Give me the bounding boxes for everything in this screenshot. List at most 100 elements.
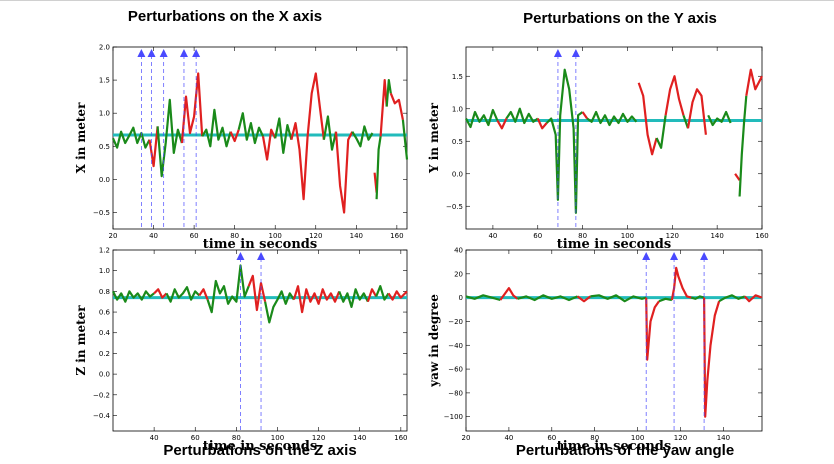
series-line-red — [198, 288, 209, 301]
perturbation-marker-icon — [257, 252, 266, 260]
y-tick-label: 1.5 — [99, 77, 110, 85]
series-line-green — [375, 285, 390, 301]
perturbation-marker-icon — [147, 49, 156, 57]
y-tick-label: 0 — [459, 294, 463, 302]
series-line-red — [292, 285, 341, 314]
x-tick-label: 140 — [710, 232, 723, 240]
x-tick-label: 40 — [488, 232, 497, 240]
chart-title-yaw: Perturbations of the yaw angle — [515, 442, 735, 459]
x-tick-label: 40 — [149, 232, 158, 240]
series-line-red — [229, 129, 240, 143]
x-axis-label: time in seconds — [203, 237, 317, 252]
y-tick-label: 40 — [454, 247, 463, 255]
x-tick-label: 60 — [190, 232, 199, 240]
series-line-red — [389, 92, 404, 121]
series-line-green — [707, 110, 732, 127]
plot-frame — [112, 46, 408, 230]
perturbation-marker-icon — [236, 252, 245, 260]
series-line-red — [581, 111, 589, 120]
series-line-green — [111, 126, 151, 149]
x-tick-label: 100 — [631, 434, 644, 442]
series-line-green — [401, 119, 409, 160]
series-line-green — [165, 286, 201, 303]
y-tick-label: −0.2 — [93, 391, 110, 399]
x-tick-label: 120 — [666, 232, 679, 240]
x-axis-label: time in seconds — [557, 439, 671, 454]
series-line-red — [743, 294, 763, 303]
y-tick-label: 1.0 — [99, 110, 110, 118]
series-line-green — [351, 125, 374, 148]
chart-title-y: Perturbations on the Y axis — [523, 10, 717, 27]
series-line-green — [156, 98, 183, 178]
series-line-red — [247, 274, 267, 312]
y-tick-label: −20 — [448, 318, 463, 326]
series-line-red — [366, 288, 378, 303]
y-tick-label: 1.2 — [99, 247, 110, 255]
series-line-green — [545, 68, 584, 214]
y-tick-label: 0.8 — [99, 288, 110, 296]
series-line-red — [734, 173, 741, 181]
y-tick-label: −40 — [448, 342, 463, 350]
series-line-green — [375, 136, 382, 200]
series-line-red — [499, 287, 519, 301]
series-line-green — [690, 295, 705, 300]
y-axis-label: yaw in degree — [427, 294, 441, 388]
series-line-green — [590, 294, 647, 303]
series-line-red — [637, 82, 658, 156]
y-tick-label: 1.5 — [452, 73, 463, 81]
series-line-red — [261, 128, 277, 161]
y-tick-label: 0.5 — [452, 138, 463, 146]
x-tick-label: 80 — [230, 232, 239, 240]
series-line-green — [655, 115, 667, 149]
x-tick-label: 120 — [674, 434, 687, 442]
x-axis-label: time in seconds — [203, 439, 317, 454]
y-tick-label: 2.0 — [99, 44, 110, 52]
x-tick-label: 60 — [547, 434, 556, 442]
x-axis-label: time in seconds — [557, 237, 671, 252]
y-tick-label: −60 — [448, 366, 463, 374]
y-axis-label: X in meter — [74, 102, 88, 173]
series-line-green — [237, 112, 264, 145]
series-line-red — [664, 75, 685, 116]
top-divider — [0, 0, 834, 1]
series-line-green — [465, 108, 499, 129]
x-tick-label: 40 — [504, 434, 513, 442]
chart-title-x: Perturbations on the X axis — [127, 8, 323, 25]
series-line-green — [338, 288, 369, 308]
series-line-red — [148, 126, 159, 168]
series-line-red — [745, 68, 763, 96]
series-line-green — [385, 78, 392, 107]
x-tick-label: 140 — [717, 434, 730, 442]
series-line-green — [206, 264, 250, 314]
x-tick-label: 40 — [150, 434, 159, 442]
x-tick-label: 140 — [353, 434, 366, 442]
series-line-red — [387, 290, 408, 301]
y-tick-label: −0.5 — [93, 209, 110, 217]
series-line-green — [465, 294, 501, 302]
series-line-green — [718, 294, 746, 303]
y-tick-label: 0.6 — [99, 309, 111, 317]
perturbation-marker-icon — [553, 49, 562, 57]
series-line-green — [201, 108, 232, 148]
x-tick-label: 160 — [394, 434, 407, 442]
series-line-green — [586, 110, 638, 127]
perturbation-marker-icon — [700, 252, 709, 260]
x-tick-label: 60 — [533, 232, 542, 240]
y-tick-label: −0.4 — [93, 412, 111, 420]
series-line-red — [703, 297, 721, 418]
y-tick-label: 20 — [454, 270, 463, 278]
series-line-red — [496, 118, 508, 130]
x-tick-label: 160 — [390, 232, 403, 240]
series-line-green — [322, 115, 338, 151]
y-tick-label: −0.5 — [446, 203, 463, 211]
perturbation-marker-icon — [571, 49, 580, 57]
perturbation-marker-icon — [670, 252, 679, 260]
y-tick-label: 0.0 — [99, 371, 110, 379]
series-line-red — [536, 118, 548, 130]
y-tick-label: 0.4 — [99, 329, 111, 337]
x-tick-label: 20 — [109, 232, 118, 240]
series-line-red — [334, 131, 354, 214]
perturbation-marker-icon — [159, 49, 168, 57]
series-line-red — [576, 295, 592, 303]
